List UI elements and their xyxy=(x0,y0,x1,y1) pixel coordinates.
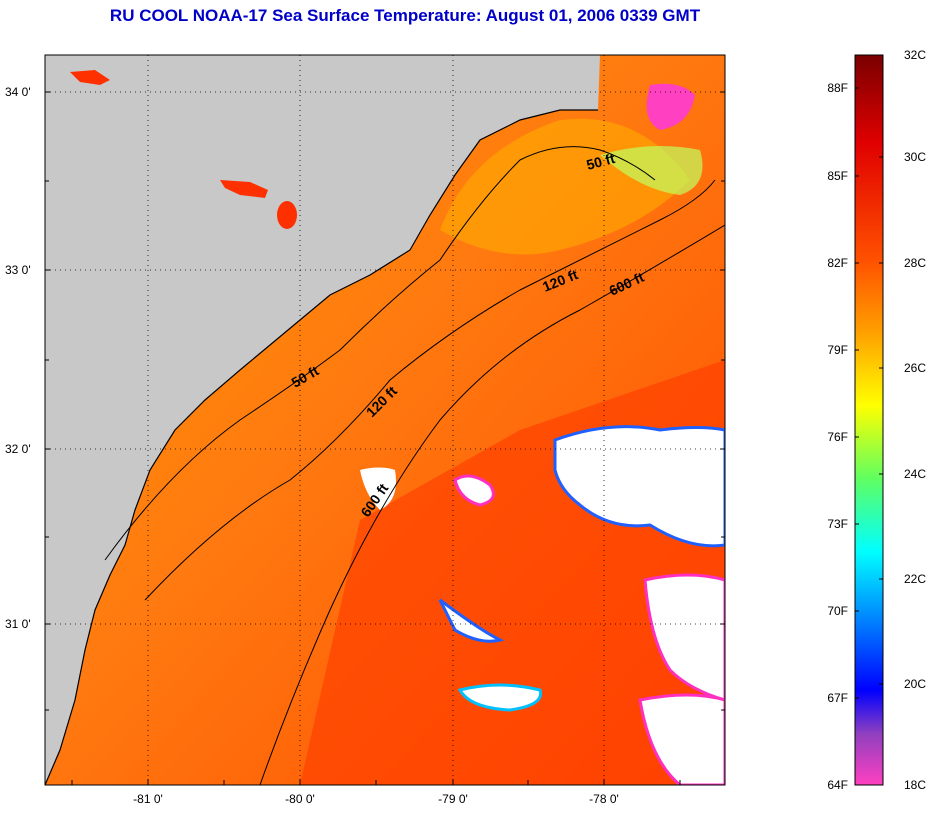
colorbar-label-f: 64F xyxy=(827,778,848,792)
colorbar-label-c: 20C xyxy=(904,677,926,691)
cloud-patch xyxy=(453,474,495,507)
colorbar-label-f: 76F xyxy=(827,430,848,444)
lon-label-80: -80 0' xyxy=(285,792,315,806)
inland-water-patch xyxy=(277,201,297,229)
contour-600ft xyxy=(259,224,725,785)
lat-label-34: 34 0' xyxy=(5,85,31,99)
cloud-patch xyxy=(438,598,505,643)
colorbar-label-f: 88F xyxy=(827,81,848,95)
lat-label-33: 33 0' xyxy=(5,263,31,277)
axis-ticks xyxy=(45,91,725,785)
cloud-patch xyxy=(553,425,725,548)
contour-50ft xyxy=(104,146,656,561)
land-mass xyxy=(45,55,600,785)
inland-water-patch xyxy=(70,70,110,85)
colorbar-label-f: 79F xyxy=(827,343,848,357)
contour-120ft xyxy=(144,179,716,601)
inland-water-patch xyxy=(220,180,268,198)
contour-label-50ft-north: 50 ft xyxy=(585,150,617,173)
colorbar-label-c: 18C xyxy=(904,778,926,792)
colorbar-label-f: 70F xyxy=(827,604,848,618)
plot-frame xyxy=(44,54,726,786)
colorbar-label-c: 26C xyxy=(904,361,926,375)
gridlines xyxy=(45,55,725,785)
colorbar-label-f: 73F xyxy=(827,517,848,531)
cloud-patch xyxy=(638,693,725,785)
lon-label-78: -78 0' xyxy=(589,792,619,806)
colorbar-label-f: 82F xyxy=(827,256,848,270)
lon-label-79: -79 0' xyxy=(438,792,468,806)
colorbar-label-f: 67F xyxy=(827,691,848,705)
cloud-patch xyxy=(457,683,543,712)
colorbar-label-c: 30C xyxy=(904,150,926,164)
colorbar-ticks xyxy=(855,87,883,699)
colorbar-label-c: 28C xyxy=(904,256,926,270)
cloud-patch-magenta xyxy=(646,83,695,130)
coastline xyxy=(45,109,598,785)
colorbar-label-c: 22C xyxy=(904,572,926,586)
colorbar-label-c: 32C xyxy=(904,48,926,62)
sst-plot-area: 50 ft 50 ft 120 ft 120 ft 600 ft 600 ft xyxy=(45,55,725,785)
lat-label-31: 31 0' xyxy=(5,617,31,631)
colorbar-label-f: 85F xyxy=(827,169,848,183)
lat-label-32: 32 0' xyxy=(5,442,31,456)
cloud-patch xyxy=(643,573,725,702)
map-title: RU COOL NOAA-17 Sea Surface Temperature:… xyxy=(109,6,701,25)
colorbar xyxy=(854,54,884,786)
lon-label-81: -81 0' xyxy=(133,792,163,806)
cool-water-patch xyxy=(600,146,703,195)
colorbar-label-c: 24C xyxy=(904,467,926,481)
